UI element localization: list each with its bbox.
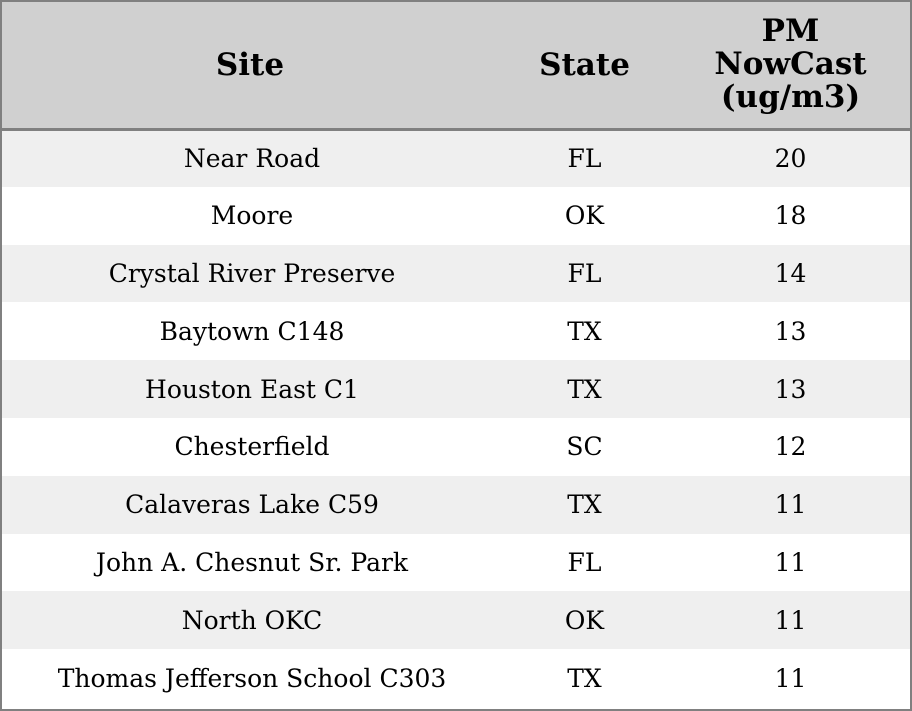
table-row: Near Road FL 20: [2, 129, 910, 187]
cell-pm-nowcast: 11: [774, 663, 807, 693]
column-header-site: Site: [2, 2, 498, 131]
cell-site: Moore: [210, 201, 294, 231]
cell-pm-nowcast: 20: [774, 144, 807, 174]
cell-pm-nowcast: 11: [774, 490, 807, 520]
table-row: Calaveras Lake C59 TX 11: [2, 475, 910, 534]
cell-pm-nowcast: 11: [774, 605, 807, 635]
table-body: Near Road FL 20 Moore OK 18 Crystal River Pres…: [2, 129, 910, 707]
cell-pm-nowcast: 12: [774, 432, 807, 462]
cell-site: Near Road: [183, 144, 321, 174]
cell-state: TX: [567, 663, 602, 693]
cell-site: North OKC: [181, 605, 323, 635]
cell-site: John A. Chesnut Sr. Park: [95, 547, 409, 577]
cell-pm-nowcast: 18: [774, 201, 807, 231]
table-row: Houston East C1 TX 13: [2, 360, 910, 418]
table-row: John A. Chesnut Sr. Park FL 11: [2, 533, 910, 592]
column-header-pm-line-3: (ug/m3): [720, 79, 861, 116]
cell-state: OK: [564, 605, 605, 635]
cell-site: Thomas Jefferson School C303: [57, 663, 447, 693]
cell-site: Baytown C148: [159, 316, 345, 346]
cell-site: Crystal River Preserve: [108, 258, 396, 288]
cell-pm-nowcast: 13: [774, 316, 807, 346]
table-row: North OKC OK 11: [2, 591, 910, 650]
table-header: Site State PM NowCast (ug/m3): [2, 2, 910, 131]
cell-site: Houston East C1: [145, 374, 359, 404]
cell-state: FL: [567, 144, 602, 174]
table-row: Chesterfield SC 12: [2, 417, 910, 476]
cell-state: TX: [567, 316, 602, 346]
column-header-pm-line-2: NowCast: [714, 46, 867, 83]
header-row: Site State PM NowCast (ug/m3): [2, 2, 910, 131]
cell-state: SC: [566, 432, 603, 462]
cell-state: FL: [567, 258, 602, 288]
cell-state: TX: [567, 490, 602, 520]
table-row: Thomas Jefferson School C303 TX 11: [2, 649, 910, 707]
table-row: Moore OK 18: [2, 186, 910, 245]
cell-site: Chesterfield: [174, 432, 330, 462]
cell-pm-nowcast: 13: [774, 374, 807, 404]
cell-state: OK: [564, 201, 605, 231]
column-header-pm-nowcast: PM NowCast (ug/m3): [671, 2, 910, 131]
table-row: Crystal River Preserve FL 14: [2, 244, 910, 303]
column-header-state: State: [498, 2, 671, 131]
cell-pm-nowcast: 11: [774, 547, 807, 577]
cell-state: TX: [567, 374, 602, 404]
cell-state: FL: [567, 547, 602, 577]
cell-pm-nowcast: 14: [774, 258, 807, 288]
column-header-pm-line-1: PM: [761, 13, 820, 50]
cell-site: Calaveras Lake C59: [125, 490, 379, 520]
table-row: Baytown C148 TX 13: [2, 302, 910, 361]
